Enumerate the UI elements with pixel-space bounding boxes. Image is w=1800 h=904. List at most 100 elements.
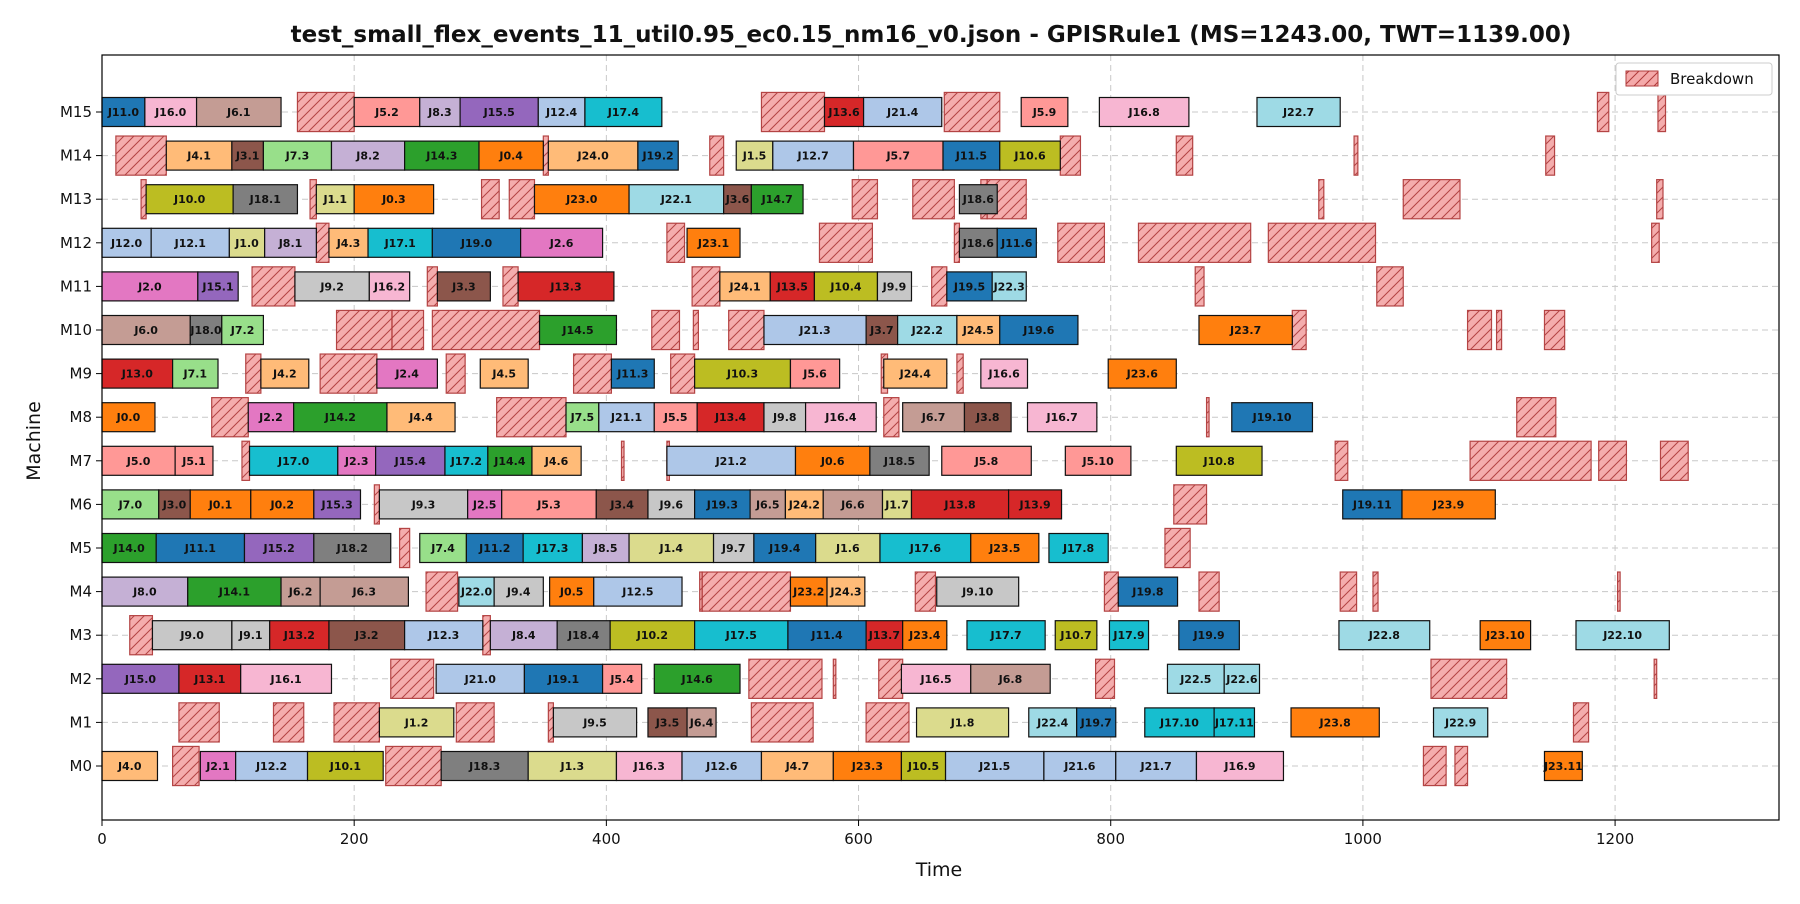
- operation-label: J15.2: [263, 542, 295, 555]
- operation-bar: [378, 707, 455, 738]
- operation-bar-group: J14.1: [187, 576, 282, 607]
- operation-bar: [1543, 750, 1583, 782]
- operation-bar-group: J10.5: [900, 750, 947, 782]
- operation-bar-group: J4.5: [479, 358, 529, 389]
- operation-label: J9.7: [721, 542, 746, 555]
- y-tick-label: M15: [60, 103, 92, 121]
- operation-bar-group: J9.8: [763, 402, 807, 433]
- operation-bar: [1195, 750, 1285, 782]
- operation-bar-group: J9.6: [647, 489, 696, 520]
- breakdown-bar: [1516, 397, 1557, 438]
- operation-bar-group: J13.0: [101, 358, 174, 389]
- operation-bar-group: J13.1: [178, 663, 242, 694]
- operation-bar: [826, 576, 866, 607]
- operation-label: J16.8: [1128, 106, 1160, 119]
- operation-bar-group: J18.0: [189, 314, 223, 346]
- operation-bar: [174, 445, 214, 476]
- operation-bar-group: J19.7: [1076, 707, 1117, 738]
- breakdown-bar: [508, 179, 536, 220]
- operation-label: J24.4: [899, 368, 932, 381]
- operation-bar-group: J14.6: [653, 663, 741, 694]
- operation-label: J10.0: [173, 193, 206, 206]
- operation-label: J17.2: [450, 455, 482, 468]
- operation-label: J0.0: [116, 411, 141, 424]
- operation-label: J23.5: [988, 542, 1020, 555]
- operation-bar: [467, 489, 503, 520]
- breakdown-bar: [335, 309, 393, 351]
- breakdown-bar: [115, 135, 167, 176]
- operation-bar: [404, 620, 484, 651]
- y-tick-label: M3: [70, 626, 93, 644]
- y-tick-label: M5: [70, 539, 93, 557]
- operation-bar-group: J9.1: [231, 620, 271, 651]
- operation-bar: [1048, 532, 1109, 564]
- operation-bar-group: J15.3: [313, 489, 362, 520]
- operation-label: J4.7: [785, 760, 810, 773]
- operation-bar-group: J22.10: [1575, 620, 1670, 651]
- operation-bar-group: J9.5: [552, 707, 638, 738]
- operation-bar-group: J15.2: [243, 532, 315, 564]
- operation-label: J13.2: [283, 629, 315, 642]
- operation-label: J2.6: [549, 237, 574, 250]
- operation-bar: [712, 532, 755, 564]
- operation-bar-group: J2.6: [520, 227, 604, 258]
- breakdown-bar: [1137, 222, 1252, 263]
- operation-label: J5.3: [536, 498, 561, 511]
- operation-bar: [876, 271, 913, 302]
- operation-label: J9.0: [179, 629, 204, 642]
- operation-bar: [666, 445, 797, 476]
- breakdown-bar: [502, 266, 519, 307]
- operation-bar-group: J12.1: [150, 227, 230, 258]
- operation-bar-group: J23.1: [686, 227, 741, 258]
- operation-bar: [1256, 96, 1341, 128]
- operation-label: J9.9: [882, 280, 907, 293]
- operation-bar-group: J23.6: [1107, 358, 1177, 389]
- operation-label: J6.2: [288, 586, 313, 599]
- operation-bar: [313, 532, 392, 564]
- operation-bar: [760, 750, 834, 782]
- operation-bar: [1231, 402, 1314, 433]
- operation-label: J24.3: [829, 586, 861, 599]
- operation-bar-group: J17.7: [966, 620, 1046, 651]
- operation-label: J16.0: [154, 106, 187, 119]
- operation-label: J5.9: [1032, 106, 1057, 119]
- y-tick-label: M0: [70, 757, 93, 775]
- operation-bar-group: J11.1: [155, 532, 246, 564]
- operation-label: J3.7: [869, 324, 894, 337]
- operation-bar: [436, 271, 491, 302]
- operation-label: J24.0: [577, 150, 610, 163]
- operation-bar: [330, 140, 406, 171]
- breakdown-bar: [140, 179, 147, 220]
- operation-label: J17.8: [1062, 542, 1094, 555]
- operation-bar-group: J23.9: [1401, 489, 1496, 520]
- operation-label: J19.9: [1192, 629, 1224, 642]
- operation-bar-group: J18.3: [440, 750, 529, 782]
- operation-label: J3.2: [354, 629, 379, 642]
- operation-label: J13.8: [943, 498, 975, 511]
- breakdown-bar: [748, 658, 823, 699]
- operation-bar: [337, 445, 377, 476]
- operation-bar: [232, 184, 299, 215]
- operation-bar: [247, 402, 295, 433]
- operation-label: J7.3: [285, 150, 310, 163]
- breakdown-bar: [398, 527, 411, 569]
- operation-bar-group: J0.1: [189, 489, 252, 520]
- operation-bar: [883, 358, 948, 389]
- operation-bar-group: J6.4: [686, 707, 717, 738]
- operation-bar-group: J19.4: [753, 532, 817, 564]
- operation-label: J0.4: [498, 150, 523, 163]
- breakdown-bar: [431, 309, 541, 351]
- operation-bar-group: J22.4: [1028, 707, 1078, 738]
- operation-bar: [804, 402, 877, 433]
- operation-bar-group: J9.2: [294, 271, 370, 302]
- operation-bar-group: J4.0: [101, 750, 159, 782]
- operation-bar-group: J19.0: [431, 227, 522, 258]
- operation-bar-group: J1.2: [378, 707, 455, 738]
- operation-bar-group: J23.0: [533, 184, 630, 215]
- operation-bar: [1432, 707, 1489, 738]
- breakdown-bar: [1469, 440, 1592, 481]
- operation-bar-group: J2.4: [376, 358, 438, 389]
- operation-label: J18.2: [336, 542, 368, 555]
- operation-bar-group: J3.7: [865, 314, 899, 346]
- y-tick-label: M14: [60, 147, 92, 165]
